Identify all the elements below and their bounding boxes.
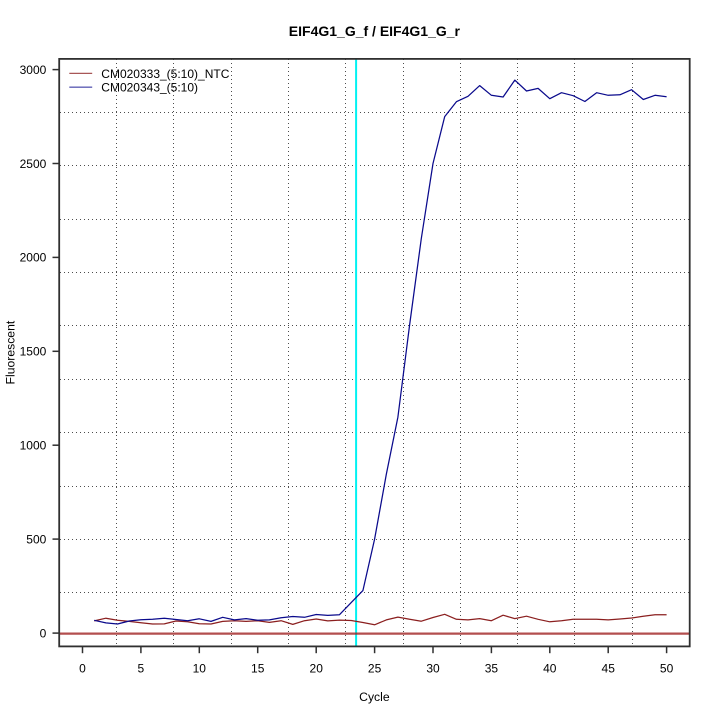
svg-text:50: 50 [660, 661, 674, 675]
svg-text:35: 35 [485, 661, 499, 675]
svg-text:CM020343_(5:10): CM020343_(5:10) [101, 81, 198, 95]
svg-text:2000: 2000 [20, 251, 47, 265]
svg-text:20: 20 [310, 661, 324, 675]
svg-text:EIF4G1_G_f / EIF4G1_G_r: EIF4G1_G_f / EIF4G1_G_r [289, 23, 461, 39]
svg-text:3000: 3000 [20, 63, 47, 77]
svg-text:5: 5 [138, 661, 145, 675]
svg-text:10: 10 [193, 661, 207, 675]
svg-text:30: 30 [426, 661, 440, 675]
svg-text:1500: 1500 [20, 345, 47, 359]
svg-text:45: 45 [602, 661, 616, 675]
svg-text:500: 500 [26, 532, 46, 546]
svg-text:0: 0 [40, 626, 47, 640]
svg-text:CM020333_(5:10)_NTC: CM020333_(5:10)_NTC [101, 67, 229, 81]
svg-text:0: 0 [79, 661, 86, 675]
svg-text:Cycle: Cycle [359, 690, 390, 704]
svg-text:1000: 1000 [20, 439, 47, 453]
svg-text:25: 25 [368, 661, 382, 675]
svg-text:15: 15 [251, 661, 265, 675]
svg-text:Fluorescent: Fluorescent [3, 320, 17, 384]
svg-text:2500: 2500 [20, 157, 47, 171]
svg-text:40: 40 [543, 661, 557, 675]
